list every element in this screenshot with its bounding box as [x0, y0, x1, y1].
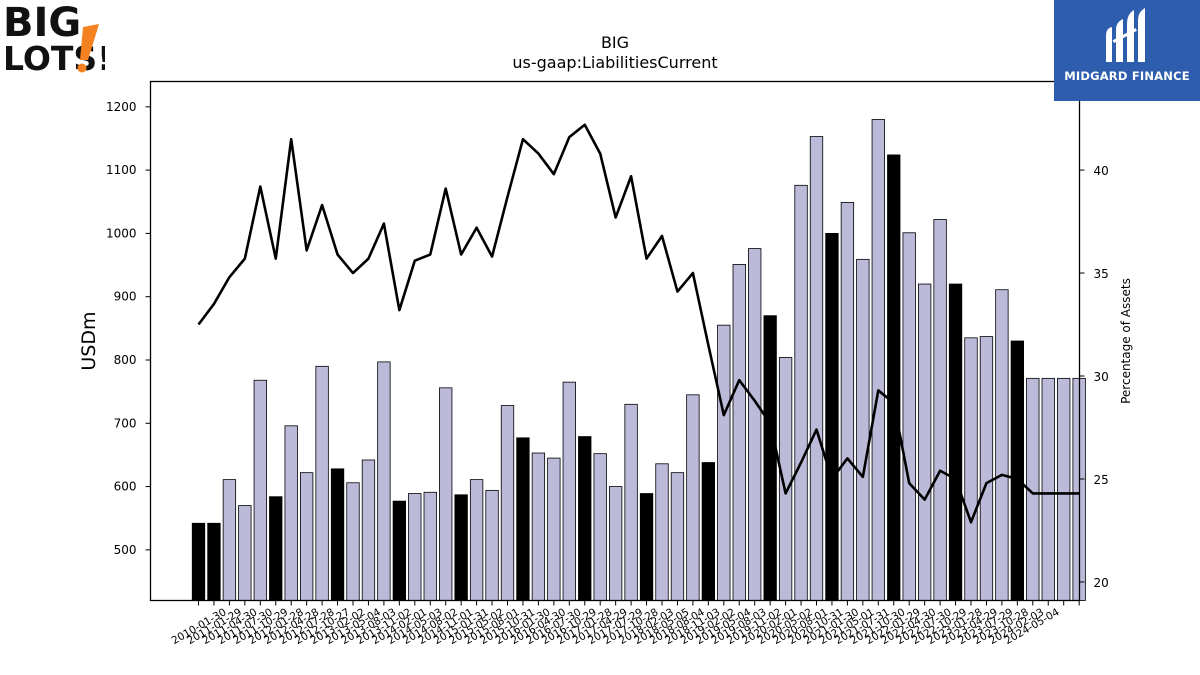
midgard-emblem-icon: [1106, 8, 1145, 62]
bar-series: [191, 119, 1086, 601]
bar-2016-07-30: [593, 453, 607, 601]
bar-2021-10-30: [918, 283, 932, 601]
bar-2019-05-04: [763, 315, 777, 601]
bar-2019-11-02: [794, 184, 808, 601]
bar-2023-01-28: [995, 289, 1009, 601]
y2-tick-label: 35: [1094, 267, 1109, 281]
line-percentage-of-assets: [197, 123, 1080, 524]
x-axis: 2010-01-302011-01-292011-04-302011-07-30…: [170, 600, 1080, 647]
bar-2014-08-02: [469, 479, 484, 601]
y-tick-label: 600: [114, 480, 137, 494]
bar-2014-02-01: [439, 387, 453, 601]
bar-2012-07-28: [346, 482, 360, 601]
exclamation-dot-icon: [77, 63, 87, 73]
bar-2016-10-29: [609, 486, 623, 601]
bar-2022-01-29: [933, 219, 947, 601]
bar-2017-07-29: [655, 463, 669, 601]
y2-tick-label: 40: [1094, 164, 1109, 178]
bar-2018-05-05: [701, 462, 715, 601]
bar-2015-10-31: [547, 457, 561, 601]
y2-axis-label: Percentage of Assets: [1119, 278, 1133, 404]
bar-2024-02-03: [1057, 377, 1071, 601]
bar-2016-01-30: [562, 381, 576, 601]
y2-tick-label: 25: [1094, 473, 1109, 487]
y-tick-label: 900: [114, 290, 137, 304]
plot-frame: [149, 80, 1081, 602]
y-tick-label: 500: [114, 543, 137, 557]
bar-2022-07-30: [964, 337, 978, 601]
bar-2018-11-03: [732, 264, 746, 601]
bar-2017-10-28: [670, 472, 685, 601]
bar-2010-07-31: [222, 479, 237, 601]
bar-2011-01-29: [253, 379, 267, 601]
bar-2012-10-27: [361, 459, 376, 601]
bar-2010-05-01: [207, 522, 221, 601]
y-axis-label: USDm: [78, 311, 100, 370]
bar-2020-08-01: [840, 201, 855, 601]
logo-left-line1: BIG: [3, 0, 81, 46]
y-tick-label: 800: [114, 353, 137, 367]
bar-2017-01-28: [624, 403, 638, 601]
big-lots-logo: BIG LOTS!: [0, 0, 112, 78]
bar-2019-02-02: [748, 248, 762, 601]
bar-2015-05-02: [516, 437, 530, 601]
bar-2020-02-01: [809, 136, 824, 601]
bar-2011-07-30: [284, 425, 298, 601]
bar-2015-08-01: [531, 452, 546, 601]
y2-tick-label: 30: [1094, 370, 1109, 384]
bar-2015-01-31: [500, 405, 515, 601]
bar-2014-11-01: [485, 489, 499, 601]
bar-2012-01-28: [315, 365, 329, 601]
y-tick-label: 700: [114, 416, 137, 430]
bar-2012-04-28: [330, 468, 345, 601]
bar-2013-05-04: [392, 500, 407, 601]
bar-2022-04-30: [948, 283, 963, 601]
bar-2020-10-31: [856, 258, 870, 601]
bar-2014-05-03: [454, 494, 468, 601]
bar-2013-08-03: [408, 493, 422, 601]
bar-2013-02-02: [377, 361, 391, 601]
bar-2013-11-02: [423, 491, 437, 601]
bar-2010-01-30: [191, 522, 206, 601]
logo-right-text: MIDGARD FINANCE: [1064, 69, 1190, 83]
y-axis: 500 600 700 800 900 1000 1100 1200: [106, 100, 151, 557]
y-tick-label: 1200: [106, 100, 137, 114]
bar-2016-04-30: [578, 436, 592, 601]
bar-2010-10-30: [238, 505, 252, 601]
bar-2011-04-30: [269, 496, 283, 601]
chart-title: BIG: [601, 33, 629, 52]
bar-2018-08-04: [717, 324, 731, 601]
bar-2017-04-29: [639, 493, 654, 601]
bar-2018-02-03: [686, 394, 700, 601]
midgard-finance-logo: MIDGARD FINANCE: [1054, 0, 1200, 101]
logo-left-line2: LOTS!: [3, 39, 105, 78]
bar-2020-05-02: [825, 232, 839, 601]
bar-2023-04-29: [1010, 340, 1024, 601]
exclamation-icon: [80, 24, 99, 60]
bar-2023-10-28: [1041, 377, 1055, 601]
chart-subtitle: us-gaap:LiabilitiesCurrent: [512, 53, 717, 72]
y-tick-label: 1000: [106, 226, 137, 240]
bar-2022-10-29: [979, 336, 994, 601]
bar-2021-05-01: [887, 154, 901, 601]
bar-2021-01-30: [871, 119, 885, 601]
y2-tick-label: 20: [1094, 576, 1109, 590]
y-tick-label: 1100: [106, 163, 137, 177]
bar-2011-10-29: [299, 472, 314, 601]
line-series: [197, 123, 1080, 524]
y2-axis: 20 25 30 35 40: [1079, 164, 1109, 590]
bar-2021-07-31: [902, 232, 916, 601]
